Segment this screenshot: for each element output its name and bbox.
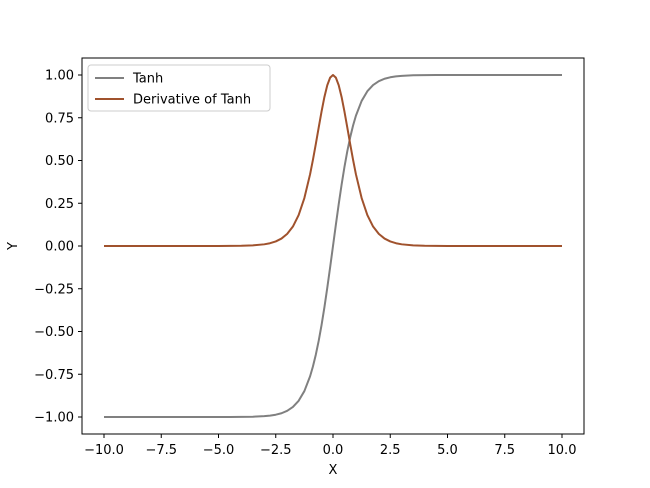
series-lines (104, 74, 562, 418)
series-line-tanh (104, 74, 562, 418)
y-tick-label: −0.50 (34, 325, 74, 340)
y-tick-label: 1.00 (45, 69, 74, 84)
y-axis-label: Y (6, 242, 21, 251)
x-tick-label: 7.5 (494, 443, 515, 458)
x-tick-label: −2.5 (260, 443, 292, 458)
y-tick-label: −0.75 (34, 368, 74, 383)
x-axis-ticks: −10.0 −7.5 −5.0 −2.5 0.0 2.5 5.0 7.5 10.0 (84, 434, 576, 458)
x-tick-label: −7.5 (145, 443, 177, 458)
y-tick-label: −0.25 (34, 282, 74, 297)
y-tick-label: 0.75 (45, 111, 74, 126)
x-axis-label: X (329, 463, 338, 478)
x-tick-label: −5.0 (203, 443, 235, 458)
x-tick-label: 0.0 (323, 443, 344, 458)
x-tick-label: 2.5 (380, 443, 401, 458)
x-tick-label: −10.0 (84, 443, 124, 458)
legend-label-tanh: Tanh (132, 72, 163, 87)
y-tick-label: −1.00 (34, 411, 74, 426)
y-tick-label: 0.00 (45, 240, 74, 255)
x-tick-label: 5.0 (437, 443, 458, 458)
y-axis-ticks: −1.00 −0.75 −0.50 −0.25 0.00 0.25 0.50 0.75 1.00 (34, 69, 82, 426)
y-tick-label: 0.50 (45, 154, 74, 169)
legend-box (87, 64, 271, 112)
legend: Tanh Derivative of Tanh (87, 64, 271, 112)
y-tick-label: 0.25 (45, 197, 74, 212)
legend-label-derivative: Derivative of Tanh (133, 93, 251, 108)
x-tick-label: 10.0 (548, 443, 577, 458)
series-line-derivative-of-tanh (104, 74, 562, 247)
